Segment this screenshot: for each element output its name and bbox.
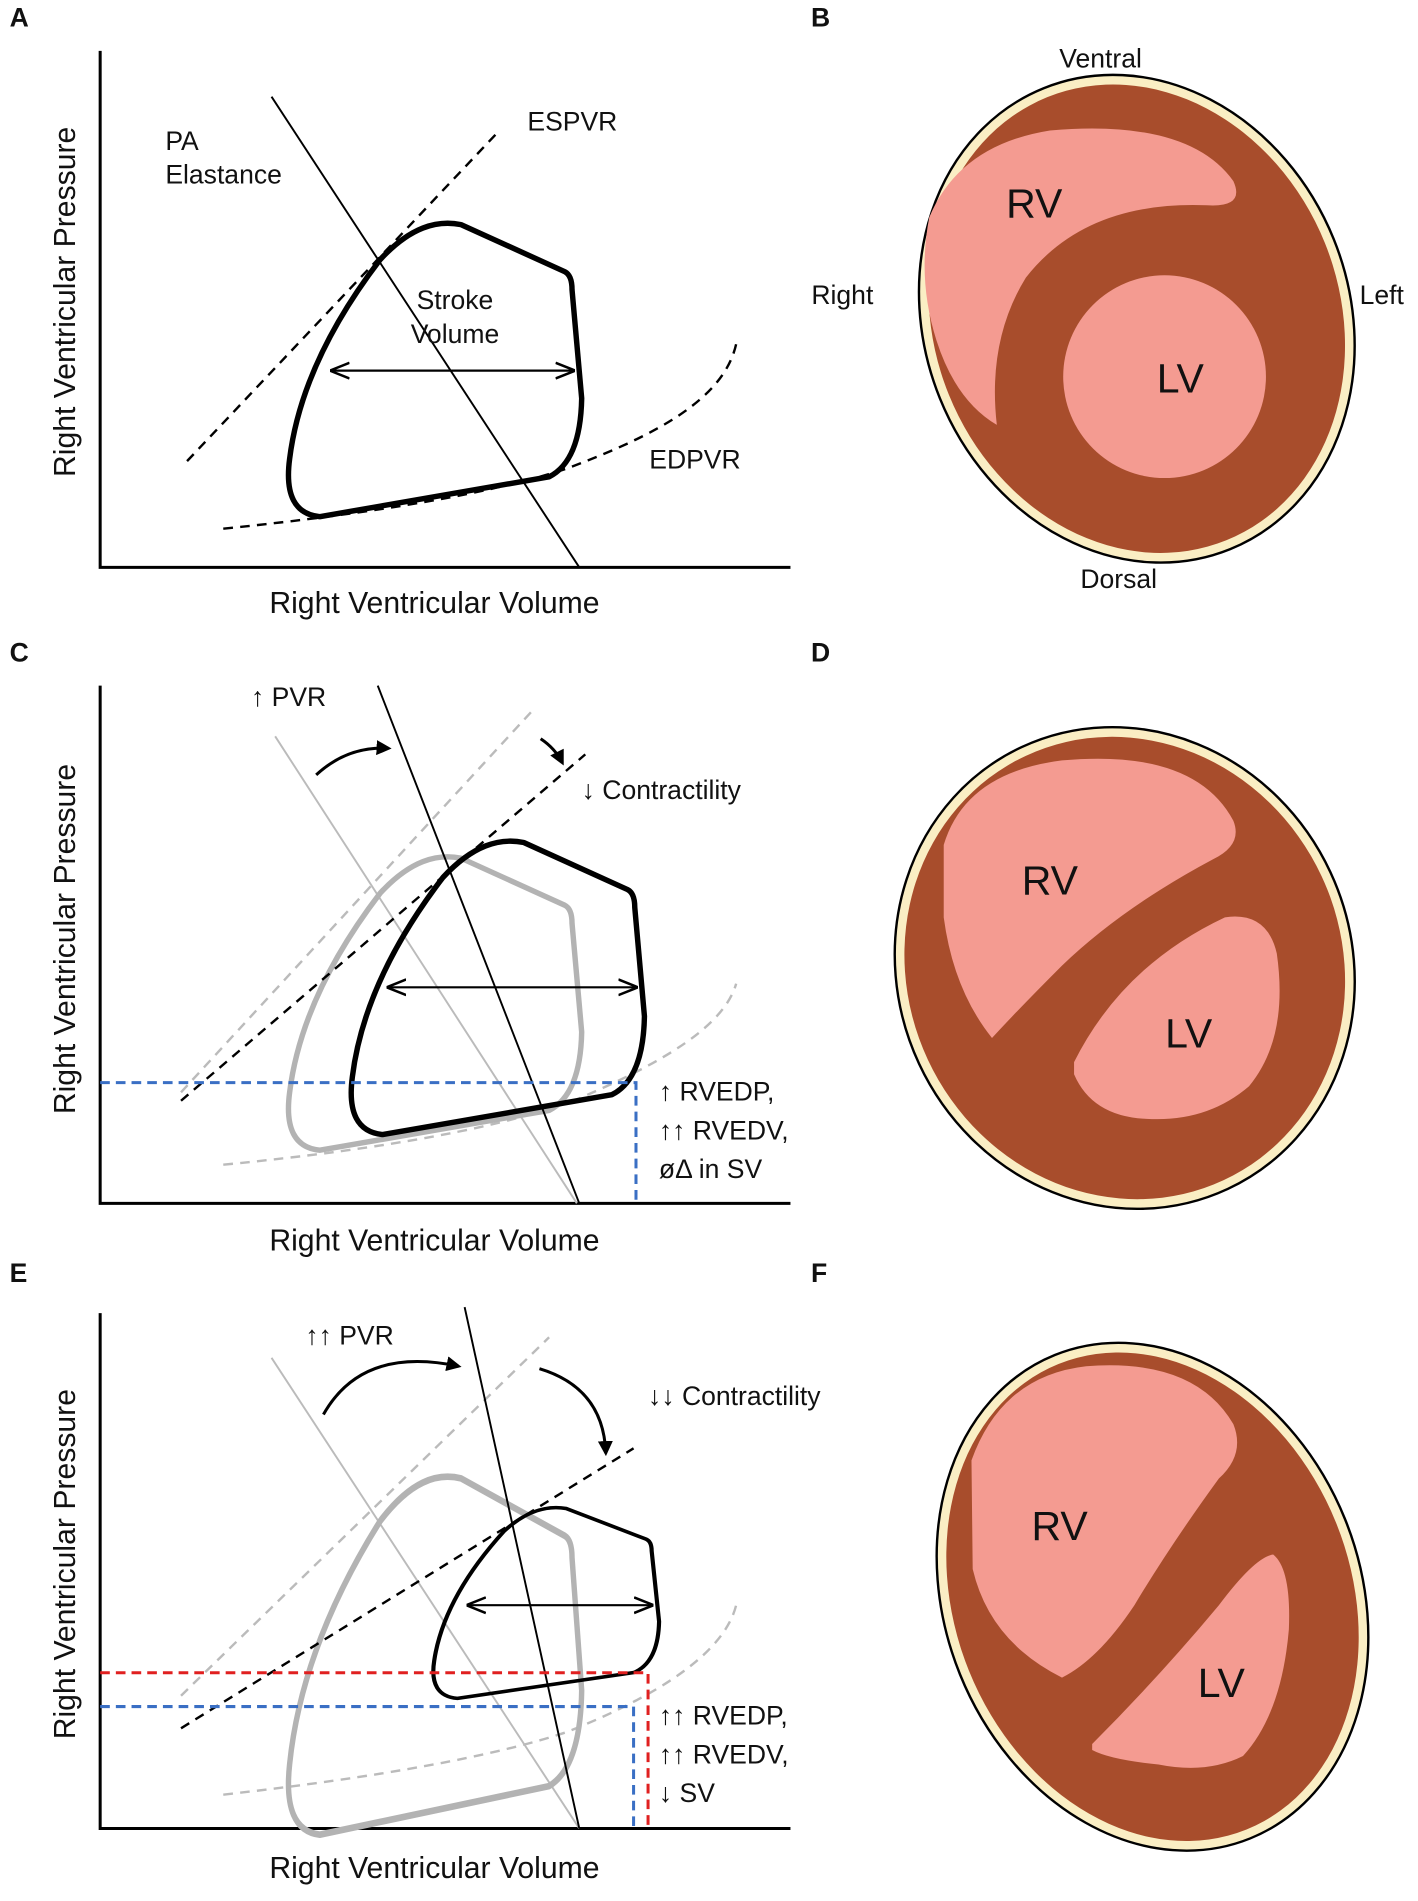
chamber-label: LV [1157, 355, 1205, 401]
annotation: ↓ SV [659, 1778, 715, 1808]
rvedp-line [100, 1081, 638, 1204]
annotation: ESPVR [527, 106, 617, 136]
heart-shape [971, 1365, 1238, 1678]
annotation: PA [165, 126, 199, 156]
axes [98, 1313, 791, 1830]
rvedp-baseline [100, 1705, 636, 1829]
axes [98, 50, 791, 569]
chamber-label: RV [1031, 1503, 1088, 1549]
panel-label: D [811, 637, 830, 667]
annotation: øΔ in SV [659, 1154, 763, 1184]
rvedp-line [100, 1671, 650, 1829]
orientation-label: Dorsal [1080, 564, 1157, 594]
orientation-label: Right [811, 280, 874, 310]
pa-elastance-line [270, 96, 581, 568]
orientation-label: Left [1360, 280, 1405, 310]
chamber-label: RV [1022, 857, 1079, 903]
pvr-shift-arrow [315, 740, 392, 777]
panel-label: B [811, 3, 830, 33]
edpvr-line [223, 1604, 738, 1796]
pa-elastance-line [463, 1306, 581, 1829]
panel-a [98, 50, 791, 569]
contractility-shift-arrow [539, 1367, 613, 1457]
annotation: ↑ PVR [251, 682, 326, 712]
panel-b-heart [917, 73, 1356, 564]
annotation: ↓ Contractility [582, 775, 742, 805]
annotation: Volume [411, 319, 500, 349]
panel-label: E [10, 1258, 28, 1288]
edpvr-line [223, 343, 738, 530]
panel-c [98, 685, 791, 1205]
annotation: ↑↑ RVEDV, [659, 1115, 789, 1145]
espvr-line [180, 1447, 635, 1730]
annotation: ↑↑ RVEDP, [659, 1701, 788, 1731]
y-axis-label: Right Ventricular Pressure [49, 127, 82, 477]
pa-elastance-baseline [270, 1357, 581, 1829]
pa-elastance-line [376, 685, 581, 1204]
chamber-label: RV [1006, 180, 1063, 226]
annotation: ↑↑ PVR [305, 1321, 393, 1351]
panel-label: C [10, 637, 29, 667]
panel-label: A [10, 3, 29, 33]
annotation: Stroke [417, 285, 494, 315]
heart-shell [904, 736, 1346, 1200]
x-axis-label: Right Ventricular Volume [269, 1224, 599, 1257]
annotation: ↑↑ RVEDV, [659, 1739, 789, 1769]
contractility-shift-arrow [539, 737, 564, 766]
panel-e [98, 1306, 791, 1835]
x-axis-label: Right Ventricular Volume [269, 1852, 599, 1885]
panel-f-heart [935, 1341, 1370, 1852]
heart-shape [924, 128, 1237, 425]
pv-loop [433, 1508, 659, 1699]
pa-elastance-baseline [274, 735, 578, 1204]
lv-cavity [1063, 275, 1266, 479]
annotation: ↓↓ Contractility [648, 1381, 821, 1411]
pvr-shift-arrow [322, 1356, 462, 1416]
chamber-label: LV [1198, 1660, 1246, 1706]
heart-shape [1074, 916, 1280, 1120]
annotation: ↑ RVEDP, [659, 1077, 775, 1107]
espvr-baseline [180, 1336, 550, 1697]
orientation-label: Ventral [1059, 44, 1142, 74]
y-axis-label: Right Ventricular Pressure [49, 1389, 82, 1739]
axes [98, 685, 791, 1205]
annotation: Elastance [165, 160, 282, 190]
heart-shape [943, 758, 1236, 1038]
panel-label: F [811, 1258, 827, 1288]
espvr-line [186, 132, 499, 462]
y-axis-label: Right Ventricular Pressure [49, 764, 82, 1114]
espvr-baseline [180, 711, 532, 1094]
heart-shape [1092, 1554, 1290, 1768]
x-axis-label: Right Ventricular Volume [269, 587, 599, 620]
chamber-label: LV [1165, 1011, 1213, 1057]
panel-d-heart [893, 725, 1356, 1211]
annotation: EDPVR [649, 444, 740, 474]
espvr-line [180, 753, 587, 1102]
